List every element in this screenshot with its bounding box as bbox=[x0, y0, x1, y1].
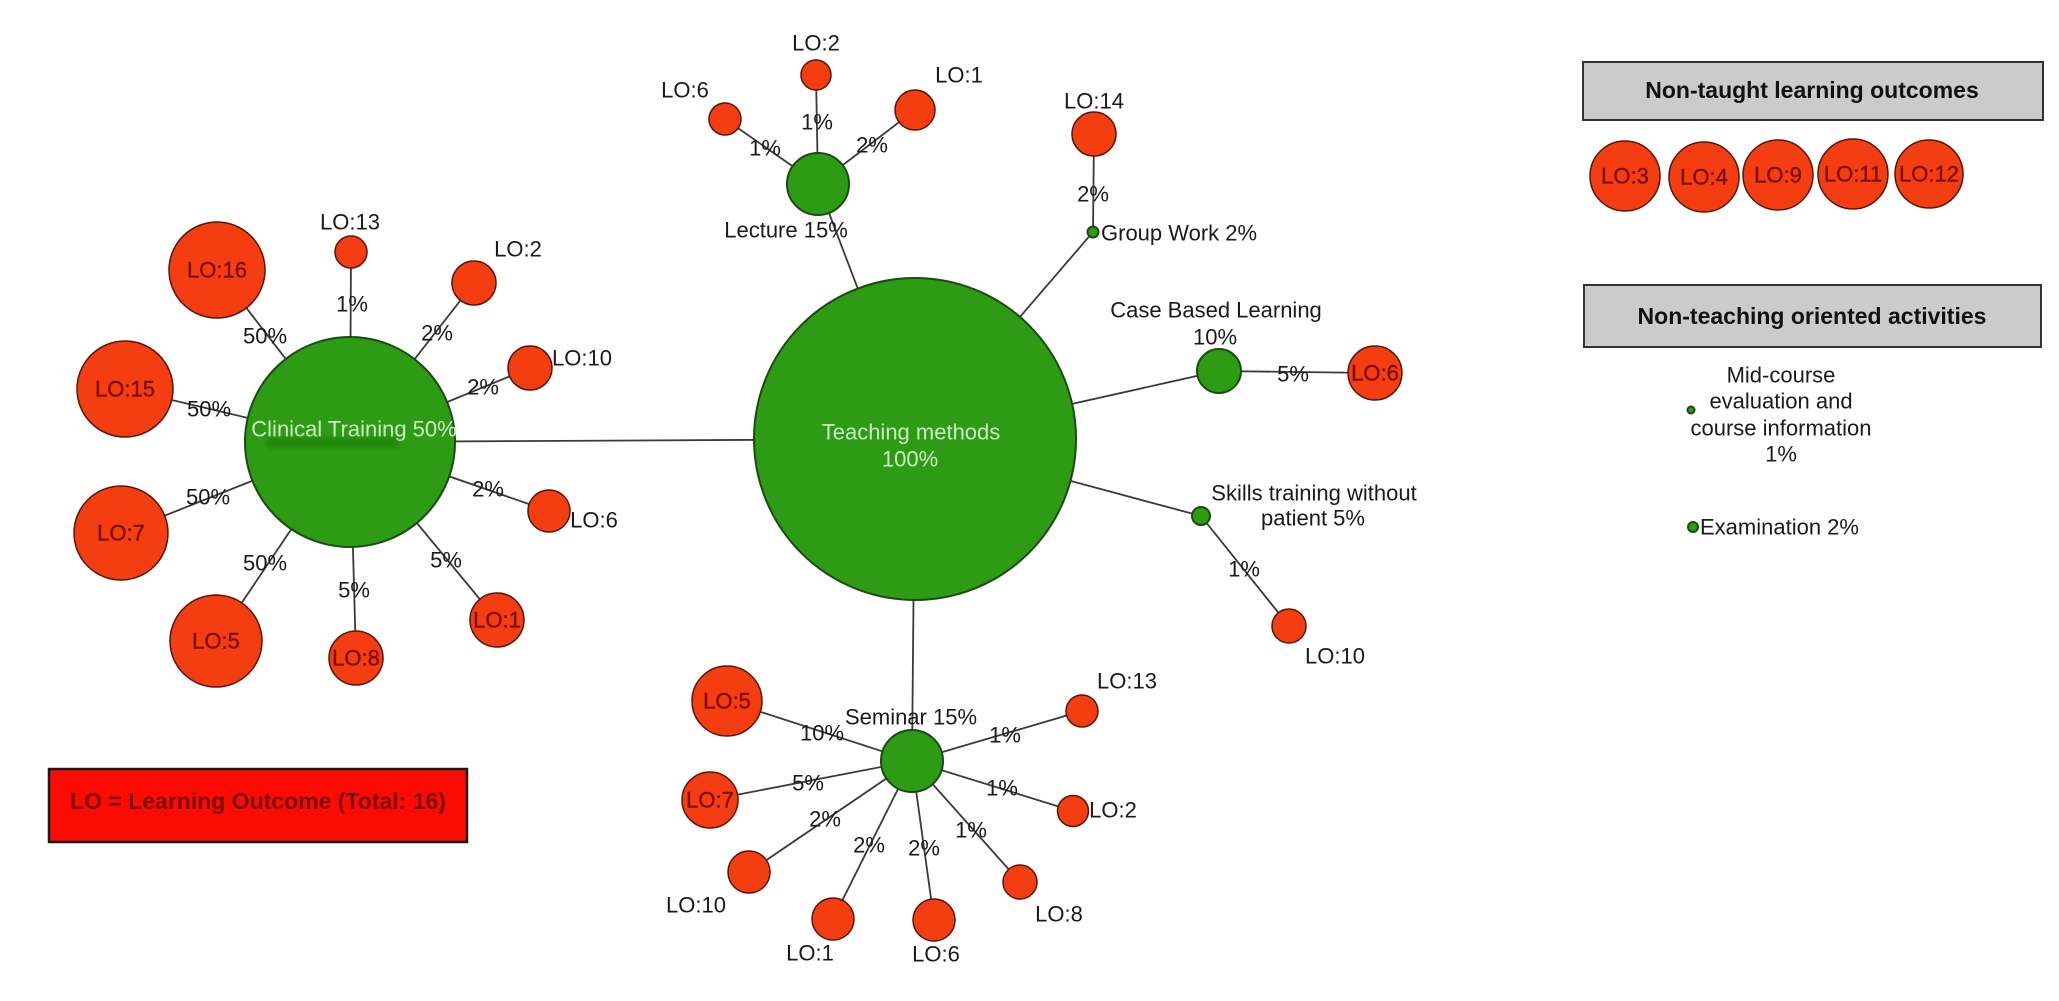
svg-text:2%: 2% bbox=[908, 836, 940, 861]
svg-text:LO:16: LO:16 bbox=[187, 258, 247, 283]
svg-text:patient 5%: patient 5% bbox=[1261, 506, 1365, 531]
svg-text:Teaching methods: Teaching methods bbox=[822, 420, 1001, 445]
svg-text:LO:5: LO:5 bbox=[703, 689, 751, 714]
svg-text:LO:9: LO:9 bbox=[1754, 163, 1802, 188]
svg-text:1%: 1% bbox=[1228, 557, 1260, 582]
svg-text:5%: 5% bbox=[430, 548, 462, 573]
svg-text:1%: 1% bbox=[801, 110, 833, 135]
svg-text:1%: 1% bbox=[989, 723, 1021, 748]
svg-text:evaluation and: evaluation and bbox=[1709, 389, 1852, 414]
svg-text:2%: 2% bbox=[853, 833, 885, 858]
svg-text:LO:14: LO:14 bbox=[1064, 89, 1124, 114]
svg-text:LO:6: LO:6 bbox=[661, 78, 709, 103]
svg-text:LO:1: LO:1 bbox=[786, 941, 834, 966]
svg-text:LO:1: LO:1 bbox=[473, 608, 521, 633]
svg-text:LO:4: LO:4 bbox=[1680, 165, 1728, 190]
svg-text:50%: 50% bbox=[187, 397, 231, 422]
svg-text:LO:7: LO:7 bbox=[686, 788, 734, 813]
svg-text:course information: course information bbox=[1691, 416, 1872, 441]
svg-text:Lecture 15%: Lecture 15% bbox=[724, 218, 848, 243]
svg-text:Case Based Learning: Case Based Learning bbox=[1110, 298, 1322, 323]
svg-text:LO:10: LO:10 bbox=[552, 346, 612, 371]
svg-text:LO:10: LO:10 bbox=[1305, 644, 1365, 669]
svg-text:50%: 50% bbox=[186, 485, 230, 510]
svg-text:LO = Learning Outcome (Total:: LO = Learning Outcome (Total: 16) bbox=[70, 788, 446, 814]
svg-text:LO:13: LO:13 bbox=[320, 210, 380, 235]
svg-text:Non-taught learning outcomes: Non-taught learning outcomes bbox=[1645, 77, 1979, 103]
svg-text:Examination 2%: Examination 2% bbox=[1700, 515, 1859, 540]
svg-text:LO:8: LO:8 bbox=[332, 646, 380, 671]
svg-text:LO:6: LO:6 bbox=[570, 508, 618, 533]
svg-text:LO:6: LO:6 bbox=[1351, 361, 1399, 386]
svg-text:1%: 1% bbox=[955, 818, 987, 843]
svg-text:2%: 2% bbox=[472, 477, 504, 502]
svg-text:LO:2: LO:2 bbox=[494, 237, 542, 262]
svg-text:2%: 2% bbox=[856, 133, 888, 158]
svg-text:50%: 50% bbox=[243, 551, 287, 576]
svg-text:LO:7: LO:7 bbox=[97, 521, 145, 546]
svg-text:1%: 1% bbox=[749, 136, 781, 161]
svg-text:5%: 5% bbox=[1277, 362, 1309, 387]
svg-text:10%: 10% bbox=[800, 721, 844, 746]
svg-text:1%: 1% bbox=[1765, 442, 1797, 467]
svg-text:5%: 5% bbox=[338, 578, 370, 603]
svg-text:LO:8: LO:8 bbox=[1035, 902, 1083, 927]
svg-text:2%: 2% bbox=[467, 375, 499, 400]
svg-text:LO:6: LO:6 bbox=[912, 942, 960, 967]
svg-text:1%: 1% bbox=[336, 292, 368, 317]
svg-text:LO:12: LO:12 bbox=[1899, 162, 1959, 187]
svg-text:10%: 10% bbox=[1193, 325, 1237, 350]
svg-text:50%: 50% bbox=[243, 324, 287, 349]
svg-text:1%: 1% bbox=[986, 776, 1018, 801]
svg-text:Group Work 2%: Group Work 2% bbox=[1101, 221, 1257, 246]
svg-text:LO:11: LO:11 bbox=[1824, 162, 1882, 187]
svg-text:Non-teaching oriented activiti: Non-teaching oriented activities bbox=[1638, 303, 1987, 329]
svg-text:LO:13: LO:13 bbox=[1097, 669, 1157, 694]
svg-text:2%: 2% bbox=[809, 807, 841, 832]
svg-text:LO:5: LO:5 bbox=[192, 629, 240, 654]
svg-text:2%: 2% bbox=[421, 321, 453, 346]
svg-text:LO:2: LO:2 bbox=[792, 31, 840, 56]
svg-text:LO:3: LO:3 bbox=[1601, 164, 1649, 189]
svg-text:100%: 100% bbox=[882, 447, 938, 472]
svg-text:5%: 5% bbox=[792, 771, 824, 796]
svg-text:LO:15: LO:15 bbox=[95, 377, 155, 402]
svg-text:LO:1: LO:1 bbox=[935, 63, 983, 88]
svg-text:2%: 2% bbox=[1077, 182, 1109, 207]
svg-text:Mid-course: Mid-course bbox=[1727, 363, 1836, 388]
svg-text:Seminar 15%: Seminar 15% bbox=[845, 705, 977, 730]
svg-text:LO:10: LO:10 bbox=[666, 893, 726, 918]
svg-text:LO:2: LO:2 bbox=[1089, 798, 1137, 823]
svg-text:Skills training without: Skills training without bbox=[1211, 481, 1416, 506]
